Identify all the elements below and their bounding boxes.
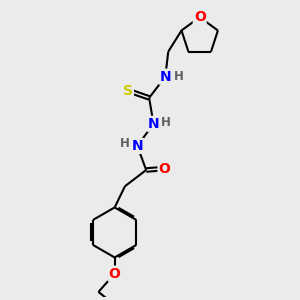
Text: N: N [148,117,159,131]
Text: O: O [109,267,121,281]
Text: H: H [120,137,130,150]
Text: H: H [174,70,184,83]
Text: S: S [123,83,133,98]
Text: O: O [194,10,206,24]
Text: N: N [131,139,143,153]
Text: N: N [160,70,171,84]
Text: H: H [161,116,171,129]
Text: O: O [158,161,170,176]
